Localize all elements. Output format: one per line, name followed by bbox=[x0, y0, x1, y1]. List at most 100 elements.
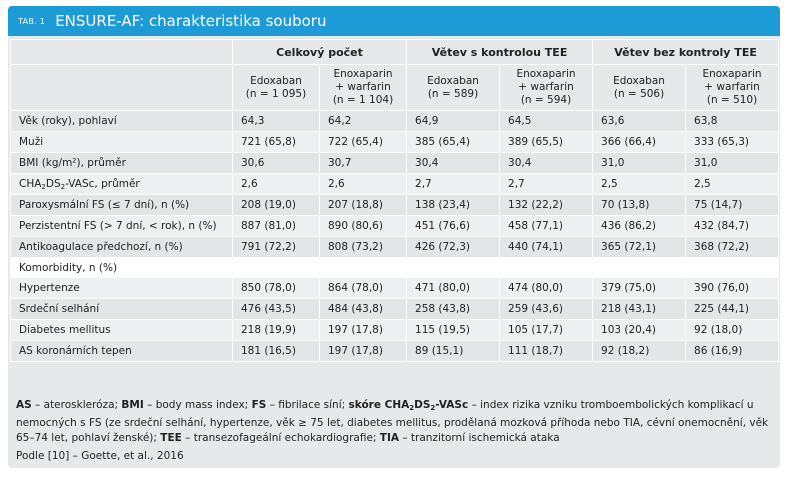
cell-value: 218 (43,1) bbox=[592, 298, 687, 320]
empty-subheader-cell bbox=[10, 64, 233, 111]
table-body-characteristics: Věk (roky), pohlaví 64,3 64,2 64,9 64,5 … bbox=[9, 110, 780, 362]
cell-value: 30,6 bbox=[232, 152, 320, 174]
cell-value: 365 (72,1) bbox=[592, 236, 687, 258]
subheader-cell: Enoxaparin + warfarin (n = 1 104) bbox=[318, 64, 408, 111]
cell-value: 197 (17,8) bbox=[318, 340, 408, 362]
cell-value: 218 (19,9) bbox=[232, 319, 320, 341]
table-row: Paroxysmální FS (≤ 7 dní), n (%) 208 (19… bbox=[10, 194, 780, 216]
subheader-cell: Edoxaban (n = 1 095) bbox=[232, 64, 320, 111]
cell-value: 379 (75,0) bbox=[592, 277, 687, 299]
cell-value: 225 (44,1) bbox=[685, 298, 780, 320]
cell-value: 132 (22,2) bbox=[499, 194, 594, 216]
cell-value: 63,6 bbox=[592, 110, 687, 132]
subheader-cell: Edoxaban (n = 589) bbox=[406, 64, 501, 111]
row-label: BMI (kg/m²), průměr bbox=[10, 152, 233, 174]
table-row: Srdeční selhání 476 (43,5) 484 (43,8) 25… bbox=[10, 298, 780, 320]
cell-value: 64,9 bbox=[406, 110, 501, 132]
table-title: ENSURE-AF: charakteristika souboru bbox=[55, 12, 327, 30]
section-row: Komorbidity, n (%) bbox=[9, 257, 780, 278]
row-label: Diabetes mellitus bbox=[10, 319, 233, 341]
cell-value: 864 (78,0) bbox=[318, 277, 408, 299]
row-label: CHA2DS2-VASc, průměr bbox=[10, 173, 233, 195]
cell-value: 75 (14,7) bbox=[685, 194, 780, 216]
cell-value: 89 (15,1) bbox=[406, 340, 501, 362]
table-row: AS koronárních tepen 181 (16,5) 197 (17,… bbox=[10, 340, 780, 362]
table-footnote: AS – ateroskleróza; BMI – body mass inde… bbox=[16, 398, 776, 464]
cell-value: 2,5 bbox=[685, 173, 780, 195]
cell-value: 890 (80,6) bbox=[318, 215, 408, 237]
cell-value: 70 (13,8) bbox=[592, 194, 687, 216]
cell-value: 105 (17,7) bbox=[499, 319, 594, 341]
group-header-row: Celkový počet Větev s kontrolou TEE Věte… bbox=[10, 39, 780, 65]
row-label: Paroxysmální FS (≤ 7 dní), n (%) bbox=[10, 194, 233, 216]
cell-value: 31,0 bbox=[592, 152, 687, 174]
cell-value: 722 (65,4) bbox=[318, 131, 408, 153]
subheader-cell: Enoxaparin + warfarin (n = 594) bbox=[499, 64, 594, 111]
row-label: Hypertenze bbox=[10, 277, 233, 299]
table-row: Věk (roky), pohlaví 64,3 64,2 64,9 64,5 … bbox=[10, 110, 780, 132]
cell-value: 458 (77,1) bbox=[499, 215, 594, 237]
cell-value: 2,7 bbox=[406, 173, 501, 195]
cell-value: 850 (78,0) bbox=[232, 277, 320, 299]
subheader-row: Edoxaban (n = 1 095) Enoxaparin + warfarin… bbox=[10, 64, 780, 111]
cell-value: 92 (18,0) bbox=[685, 319, 780, 341]
table-row: Antikoagulace předchozí, n (%) 791 (72,2… bbox=[10, 236, 780, 258]
table-card: TAB. 1 ENSURE-AF: charakteristika soubor… bbox=[8, 6, 780, 468]
cell-value: 2,6 bbox=[318, 173, 408, 195]
cell-value: 259 (43,6) bbox=[499, 298, 594, 320]
cell-value: 808 (73,2) bbox=[318, 236, 408, 258]
cell-value: 791 (72,2) bbox=[232, 236, 320, 258]
cell-value: 64,5 bbox=[499, 110, 594, 132]
cell-value: 474 (80,0) bbox=[499, 277, 594, 299]
data-table: Celkový počet Větev s kontrolou TEE Věte… bbox=[9, 39, 780, 362]
cell-value: 64,3 bbox=[232, 110, 320, 132]
row-label: AS koronárních tepen bbox=[10, 340, 233, 362]
table-row: Muži 721 (65,8) 722 (65,4) 385 (65,4) 38… bbox=[10, 131, 780, 153]
cell-value: 436 (86,2) bbox=[592, 215, 687, 237]
table-row: Diabetes mellitus 218 (19,9) 197 (17,8) … bbox=[10, 319, 780, 341]
cell-value: 63,8 bbox=[685, 110, 780, 132]
section-label: Komorbidity, n (%) bbox=[9, 257, 780, 278]
cell-value: 208 (19,0) bbox=[232, 194, 320, 216]
cell-value: 385 (65,4) bbox=[406, 131, 501, 153]
subheader-cell: Edoxaban (n = 506) bbox=[592, 64, 687, 111]
cell-value: 721 (65,8) bbox=[232, 131, 320, 153]
cell-value: 2,6 bbox=[232, 173, 320, 195]
group-header-total: Celkový počet bbox=[231, 39, 408, 65]
source-citation: Podle [10] – Goette, et al., 2016 bbox=[16, 450, 184, 462]
group-header-no-tee: Větev bez kontroly TEE bbox=[592, 39, 780, 65]
cell-value: 86 (16,9) bbox=[685, 340, 780, 362]
cell-value: 2,5 bbox=[592, 173, 687, 195]
cell-value: 30,4 bbox=[499, 152, 594, 174]
cell-value: 138 (23,4) bbox=[406, 194, 501, 216]
cell-value: 30,4 bbox=[406, 152, 501, 174]
cell-value: 476 (43,5) bbox=[232, 298, 320, 320]
cell-value: 440 (74,1) bbox=[499, 236, 594, 258]
cell-value: 115 (19,5) bbox=[406, 319, 501, 341]
cell-value: 111 (18,7) bbox=[499, 340, 594, 362]
row-label: Antikoagulace předchozí, n (%) bbox=[10, 236, 233, 258]
row-label: Věk (roky), pohlaví bbox=[10, 110, 233, 132]
cell-value: 366 (66,4) bbox=[592, 131, 687, 153]
cell-value: 207 (18,8) bbox=[318, 194, 408, 216]
cell-value: 389 (65,5) bbox=[499, 131, 594, 153]
abbreviations: AS – ateroskleróza; BMI – body mass inde… bbox=[16, 399, 769, 444]
cell-value: 258 (43,8) bbox=[406, 298, 501, 320]
cell-value: 181 (16,5) bbox=[232, 340, 320, 362]
table-row: Perzistentní FS (> 7 dní, < rok), n (%) … bbox=[10, 215, 780, 237]
cell-value: 197 (17,8) bbox=[318, 319, 408, 341]
table-number: TAB. 1 bbox=[18, 16, 46, 26]
table-row: Hypertenze 850 (78,0) 864 (78,0) 471 (80… bbox=[10, 277, 780, 299]
cell-value: 92 (18,2) bbox=[592, 340, 687, 362]
table-row: BMI (kg/m²), průměr 30,6 30,7 30,4 30,4 … bbox=[10, 152, 780, 174]
cell-value: 887 (81,0) bbox=[232, 215, 320, 237]
cell-value: 432 (84,7) bbox=[685, 215, 780, 237]
group-header-tee: Větev s kontrolou TEE bbox=[406, 39, 594, 65]
cell-value: 31,0 bbox=[685, 152, 780, 174]
subheader-cell: Enoxaparin + warfarin (n = 510) bbox=[685, 64, 780, 111]
cell-value: 390 (76,0) bbox=[685, 277, 780, 299]
row-label: Muži bbox=[10, 131, 233, 153]
table-title-bar: TAB. 1 ENSURE-AF: charakteristika soubor… bbox=[8, 6, 780, 36]
cell-value: 103 (20,4) bbox=[592, 319, 687, 341]
cell-value: 484 (43,8) bbox=[318, 298, 408, 320]
